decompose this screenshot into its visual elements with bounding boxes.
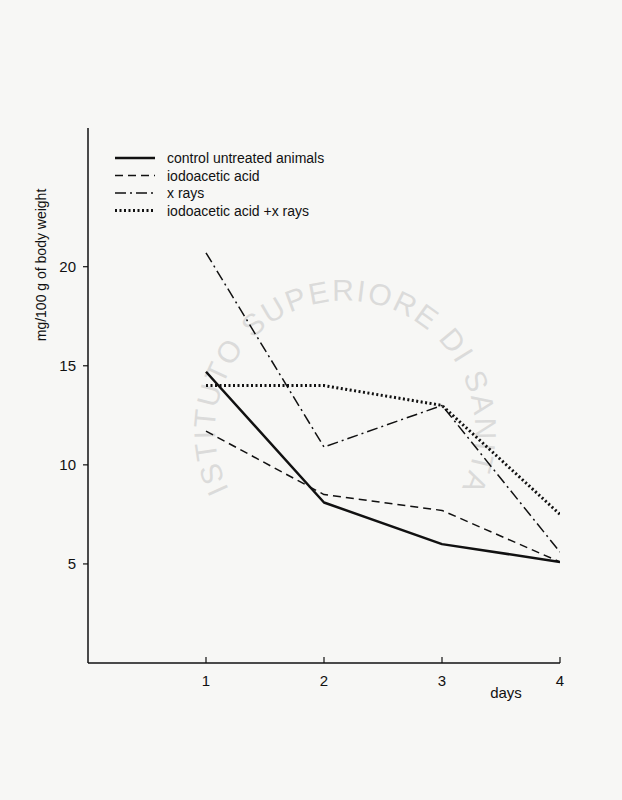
legend-label: x rays [167, 185, 204, 201]
legend-label: iodoacetic acid [167, 168, 260, 184]
legend-swatch [115, 192, 155, 194]
y-tick-label: 5 [68, 555, 76, 572]
series-line [206, 253, 560, 552]
y-tick [83, 563, 88, 564]
x-axis-label: days [490, 684, 522, 701]
x-tick-label: 2 [320, 672, 328, 689]
y-axis-label: mg/100 g of body weight [33, 189, 49, 342]
watermark: ISTITUTO SUPERIORE DI SANITA [188, 274, 502, 501]
x-tick-label: 1 [202, 672, 210, 689]
x-tick [441, 657, 442, 663]
y-tick [83, 266, 88, 267]
y-axis [87, 128, 89, 663]
y-tick [83, 365, 88, 366]
x-tick [559, 657, 560, 663]
x-tick-label: 3 [438, 672, 446, 689]
legend-label: control untreated animals [167, 150, 324, 166]
series-line [206, 372, 560, 562]
chart: ISTITUTO SUPERIORE DI SANITA 5 10 15 20 1 2 3 4 d… [0, 0, 622, 800]
legend-swatch [115, 175, 155, 177]
x-tick-label: 4 [556, 672, 564, 689]
y-tick-label: 20 [59, 258, 76, 275]
y-tick [83, 464, 88, 465]
y-tick-label: 10 [59, 456, 76, 473]
x-tick [205, 657, 206, 663]
legend-swatch [115, 157, 155, 160]
series-line [206, 386, 560, 515]
y-tick-label: 15 [59, 357, 76, 374]
series-line [206, 431, 560, 562]
watermark-text: ISTITUTO SUPERIORE DI SANITA [188, 274, 502, 501]
x-tick [323, 657, 324, 663]
plot-area [206, 253, 560, 562]
legend-swatch [115, 209, 155, 212]
legend-label: iodoacetic acid +x rays [167, 203, 309, 219]
